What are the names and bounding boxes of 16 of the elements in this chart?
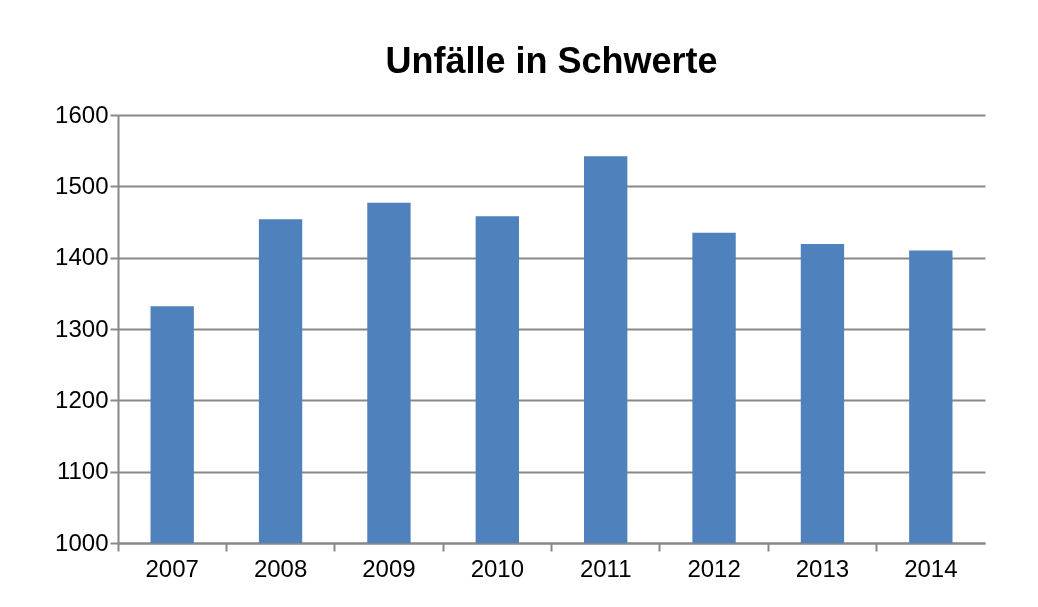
x-tick-label: 2009 [362, 554, 416, 582]
y-tick-label: 1000 [55, 528, 109, 556]
x-tick-label: 2012 [687, 554, 741, 582]
x-tick-label: 2013 [795, 554, 850, 582]
chart-title: Unfälle in Schwerte [385, 40, 718, 81]
y-tick-label: 1300 [55, 314, 109, 342]
x-tick-label: 2010 [470, 554, 525, 582]
y-tick-label: 1100 [56, 457, 109, 485]
x-tick-label: 2014 [904, 554, 958, 582]
y-tick-label: 1200 [55, 385, 109, 413]
y-tick-label: 1600 [55, 100, 109, 128]
y-tick-label: 1400 [55, 243, 109, 271]
y-tick-label: 1500 [55, 171, 109, 199]
x-tick-label: 2008 [253, 554, 308, 582]
x-tick-label: 2011 [579, 554, 632, 582]
x-tick-label: 2007 [145, 554, 199, 582]
